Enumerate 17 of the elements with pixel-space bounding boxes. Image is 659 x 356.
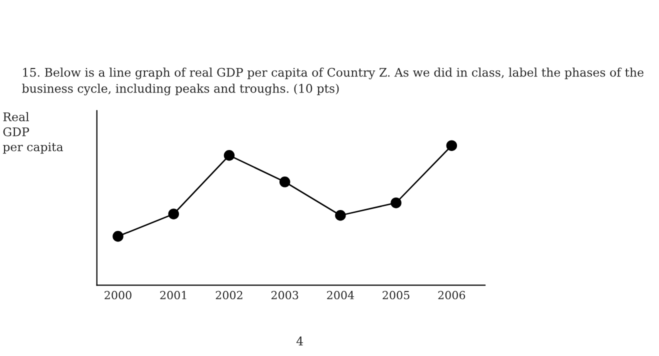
point <box>390 197 402 208</box>
point <box>335 210 346 221</box>
point <box>224 150 235 161</box>
x-tick-label: 2005 <box>382 290 410 300</box>
y-axis-title: Real GDP per capita <box>2 112 64 154</box>
point <box>446 140 458 151</box>
point <box>168 208 179 220</box>
point <box>279 176 290 188</box>
x-tick-label: 2000 <box>104 290 132 300</box>
x-tick-label: 2006 <box>438 290 466 300</box>
text: 4 <box>296 336 304 346</box>
x-tick-label: 2001 <box>160 290 186 300</box>
x-tick-label: 2003 <box>271 290 298 300</box>
x-tick-label: 2004 <box>327 290 354 300</box>
chart-title: 15. Below is a line graph of real GDP per capita of Country Z. As we did in class, label the phases of the business cycle, including peaks and troughs. (10 pts) <box>22 68 644 96</box>
x-tick-label: 2002 <box>216 290 242 300</box>
point <box>112 230 124 242</box>
